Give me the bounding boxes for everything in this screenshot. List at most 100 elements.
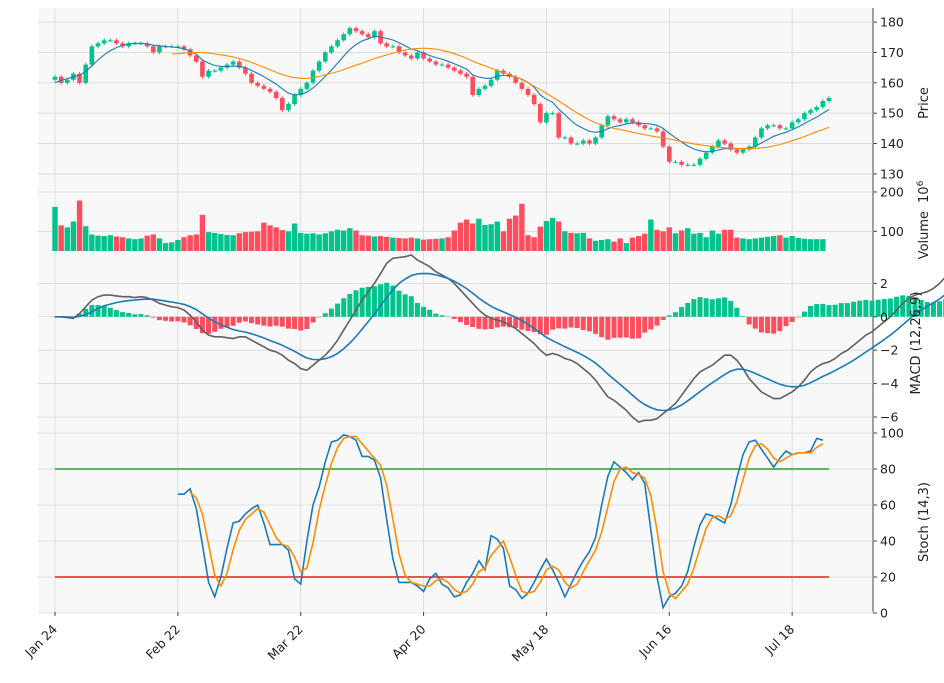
macd-histogram-bar — [311, 317, 316, 323]
volume-bar — [114, 236, 119, 251]
macd-histogram-bar — [225, 317, 230, 327]
candle-body — [618, 119, 623, 122]
macd-histogram-bar — [575, 317, 580, 328]
macd-histogram-bar — [145, 315, 150, 317]
candle-body — [231, 62, 236, 65]
macd-histogram-bar — [335, 304, 340, 317]
macd-tick-label: −6 — [880, 409, 898, 424]
volume-bar — [439, 238, 444, 251]
candle-body — [102, 40, 107, 43]
volume-tick-label: 100 — [880, 224, 904, 239]
macd-histogram-bar — [753, 317, 758, 329]
macd-histogram-bar — [169, 317, 174, 322]
volume-bar — [261, 223, 266, 251]
volume-bar — [108, 235, 113, 251]
candle-body — [698, 159, 703, 165]
macd-histogram-bar — [784, 317, 789, 326]
candle-body — [305, 83, 310, 89]
volume-bar — [488, 224, 493, 251]
volume-bar — [304, 234, 309, 251]
macd-histogram-bar — [605, 317, 610, 340]
volume-bar — [323, 233, 328, 251]
candle-body — [354, 28, 359, 31]
candle-body — [391, 46, 396, 47]
x-tick-label: Jul 18 — [761, 621, 797, 657]
volume-bar — [427, 239, 432, 251]
volume-bar — [746, 239, 751, 251]
candle-body — [409, 55, 414, 58]
candle-body — [661, 131, 666, 146]
volume-bar — [280, 230, 285, 251]
volume-bar — [359, 235, 364, 251]
volume-bar — [802, 239, 807, 251]
volume-bar — [175, 240, 180, 251]
panel-backgrounds — [38, 8, 873, 612]
candle-body — [679, 162, 684, 165]
volume-bar — [716, 234, 721, 251]
volume-bar — [206, 232, 211, 251]
candle-body — [452, 68, 457, 71]
volume-bar — [255, 231, 260, 251]
macd-histogram-bar — [827, 305, 832, 317]
candle-body — [440, 65, 445, 66]
volume-bar — [144, 236, 149, 251]
macd-histogram-bar — [378, 284, 383, 317]
volume-bar — [89, 234, 94, 251]
macd-histogram-bar — [403, 294, 408, 316]
volume-bar — [384, 237, 389, 251]
macd-tick-label: −4 — [880, 376, 898, 391]
macd-histogram-bar — [470, 317, 475, 327]
candle-body — [630, 119, 635, 122]
candle-body — [821, 101, 826, 107]
stoch-tick-label: 20 — [880, 570, 896, 585]
price-tick-label: 180 — [880, 15, 904, 30]
candle-body — [323, 52, 328, 61]
volume-bar — [458, 223, 463, 251]
candle-body — [673, 162, 678, 163]
macd-histogram-bar — [593, 317, 598, 334]
macd-histogram-bar — [716, 298, 721, 317]
candle-body — [722, 141, 727, 144]
volume-tick-label: 200 — [880, 184, 904, 199]
macd-histogram-bar — [397, 291, 402, 317]
candle-body — [692, 165, 697, 166]
volume-bar — [126, 238, 131, 251]
candle-body — [262, 86, 267, 89]
macd-histogram-bar — [304, 317, 309, 329]
volume-bar — [470, 223, 475, 251]
macd-histogram-bar — [458, 317, 463, 322]
volume-bar — [212, 233, 217, 251]
macd-histogram-bar — [476, 317, 481, 329]
volume-bar — [550, 218, 555, 251]
volume-bar — [759, 238, 764, 251]
macd-histogram-bar — [710, 299, 715, 317]
candle-body — [624, 119, 629, 122]
macd-histogram-bar — [833, 305, 838, 317]
volume-bar — [230, 235, 235, 251]
volume-bar — [421, 240, 426, 251]
macd-histogram-bar — [108, 308, 113, 317]
macd-histogram-bar — [698, 297, 703, 317]
macd-histogram-bar — [446, 317, 451, 318]
volume-bar — [347, 228, 352, 251]
candle-body — [808, 110, 813, 113]
candle-body — [280, 98, 285, 110]
stoch-panel-bg — [38, 432, 873, 612]
candle-body — [255, 83, 260, 86]
macd-tick-label: 2 — [880, 276, 888, 291]
volume-bar — [673, 233, 678, 251]
macd-histogram-bar — [747, 317, 752, 325]
candle-body — [802, 113, 807, 119]
x-tick-label: Apr 20 — [389, 621, 429, 661]
x-tick-label: Jun 16 — [635, 621, 674, 660]
macd-histogram-bar — [863, 300, 868, 317]
macd-histogram-bar — [163, 317, 168, 321]
macd-histogram-bar — [175, 317, 180, 322]
volume-bar — [624, 243, 629, 251]
macd-histogram-bar — [132, 314, 137, 317]
candle-body — [655, 128, 660, 131]
macd-histogram-bar — [243, 317, 248, 322]
volume-bar — [390, 238, 395, 251]
volume-bar — [243, 232, 248, 251]
volume-bar — [95, 236, 100, 251]
